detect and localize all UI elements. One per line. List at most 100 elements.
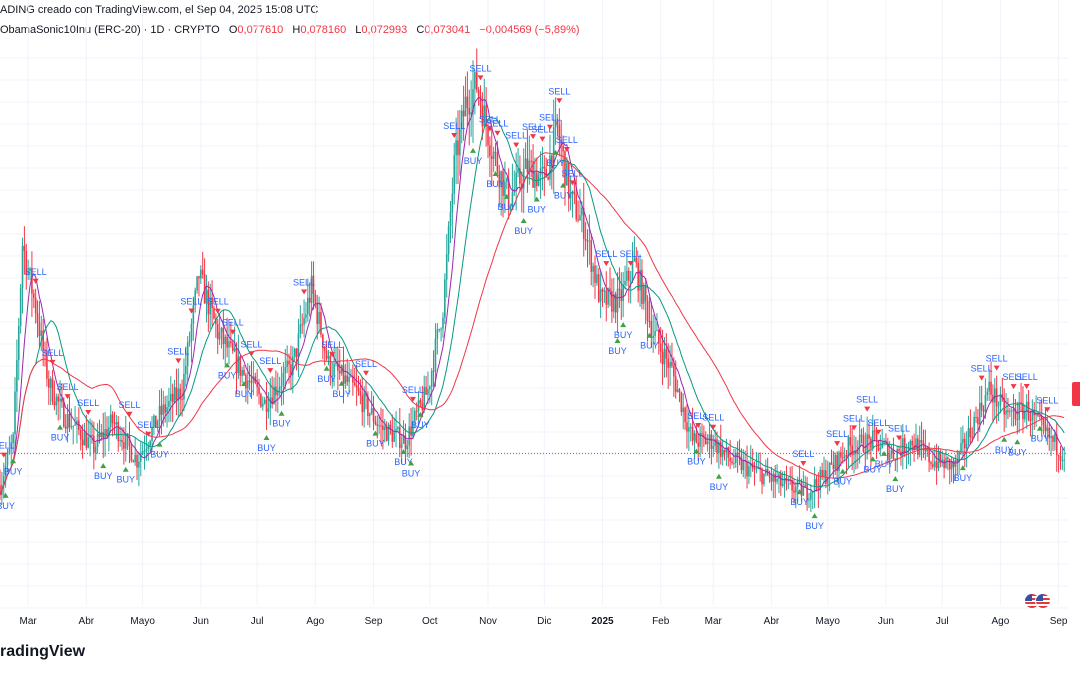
candle-body [902,438,904,456]
candle-body [873,430,876,433]
candle-body [128,435,131,447]
candle-body [1020,402,1022,404]
candle-body [558,124,561,141]
candle-body [136,454,138,468]
candle-body [566,163,568,186]
sell-label: SELL [548,86,570,96]
candle-body [121,440,123,443]
buy-label: BUY [790,497,809,507]
buy-marker [811,513,818,519]
candle-body [599,289,602,302]
candle-body [592,265,594,272]
sell-label: SELL [402,385,424,395]
candle-body [301,324,303,326]
candle-body [556,120,559,125]
candle-body [361,395,364,413]
sell-label: SELL [293,277,315,287]
sell-marker [451,132,458,138]
candle-body [973,416,975,438]
ma-fast-line [0,96,1065,496]
candle-body [412,421,414,436]
sell-marker [851,425,858,431]
candle-body [727,447,730,458]
candle-body [704,437,707,445]
candle-body [888,453,891,461]
candle-body [1048,427,1051,439]
sell-label: SELL [1003,372,1025,382]
sell-label: SELL [443,121,465,131]
candle-body [2,476,5,485]
candle-body [688,427,690,432]
candle-body [612,294,615,312]
candle-body [123,442,125,449]
sell-marker [85,410,92,416]
candle-body [196,276,198,291]
candle-body [885,441,887,443]
candle-body [1042,419,1045,425]
sell-label: SELL [505,131,527,141]
candle-body [988,381,990,392]
candle-body [186,342,189,366]
sell-marker [530,134,537,140]
sell-marker [556,98,563,104]
candle-body [622,284,624,301]
candle-body [611,290,613,312]
candle-body [875,432,878,441]
candle-body [607,288,609,305]
sell-marker [1023,384,1030,390]
candle-body [87,437,90,448]
candle-body [714,439,716,446]
candle-body [843,455,846,459]
candle-body [511,192,514,206]
candle-body [817,485,820,491]
candle-body [620,289,623,301]
candle-body [228,341,230,348]
candle-body [864,451,867,454]
candle-body [915,438,917,450]
sell-label: SELL [479,114,501,124]
buy-marker [122,466,129,472]
candle-body [956,459,959,462]
candle-body [498,171,501,188]
open-value: 0,077610 [237,24,284,36]
candle-body [312,275,315,294]
candle-body [554,120,557,128]
candle-body [261,403,264,407]
candle-body [449,212,452,227]
candle-body [494,151,497,153]
candle-body [243,369,245,375]
candle-body [355,385,358,388]
candle-body [141,451,144,455]
candle-body [522,168,525,189]
candle-body [836,455,838,472]
candle-body [716,439,718,454]
symbol-label[interactable]: ObamaSonic10Inu (ERC-20) · 1D · CRYPTO [0,24,220,36]
candle-body [840,452,842,458]
candle-body [1024,410,1026,420]
candle-body [701,433,703,435]
candle-body [935,461,938,469]
candle-body [616,288,619,313]
candle-body [780,473,782,486]
sell-marker [993,365,1000,371]
candle-body [811,491,814,493]
candle-body [104,429,106,439]
buy-marker [241,380,248,386]
candle-body [993,388,996,403]
candle-body [922,442,925,446]
candle-body [91,435,93,437]
candle-body [868,434,870,439]
candle-body [200,269,202,279]
candle-body [530,160,532,162]
candle-body [603,290,606,292]
candle-body [990,381,992,395]
ma-slow-line [0,152,1065,496]
candle-body [639,269,641,291]
buy-marker [560,182,567,188]
candle-body [980,402,983,410]
candle-body [845,455,848,457]
candle-body [920,439,923,443]
candle-body [333,363,335,376]
candle-body [346,375,349,382]
